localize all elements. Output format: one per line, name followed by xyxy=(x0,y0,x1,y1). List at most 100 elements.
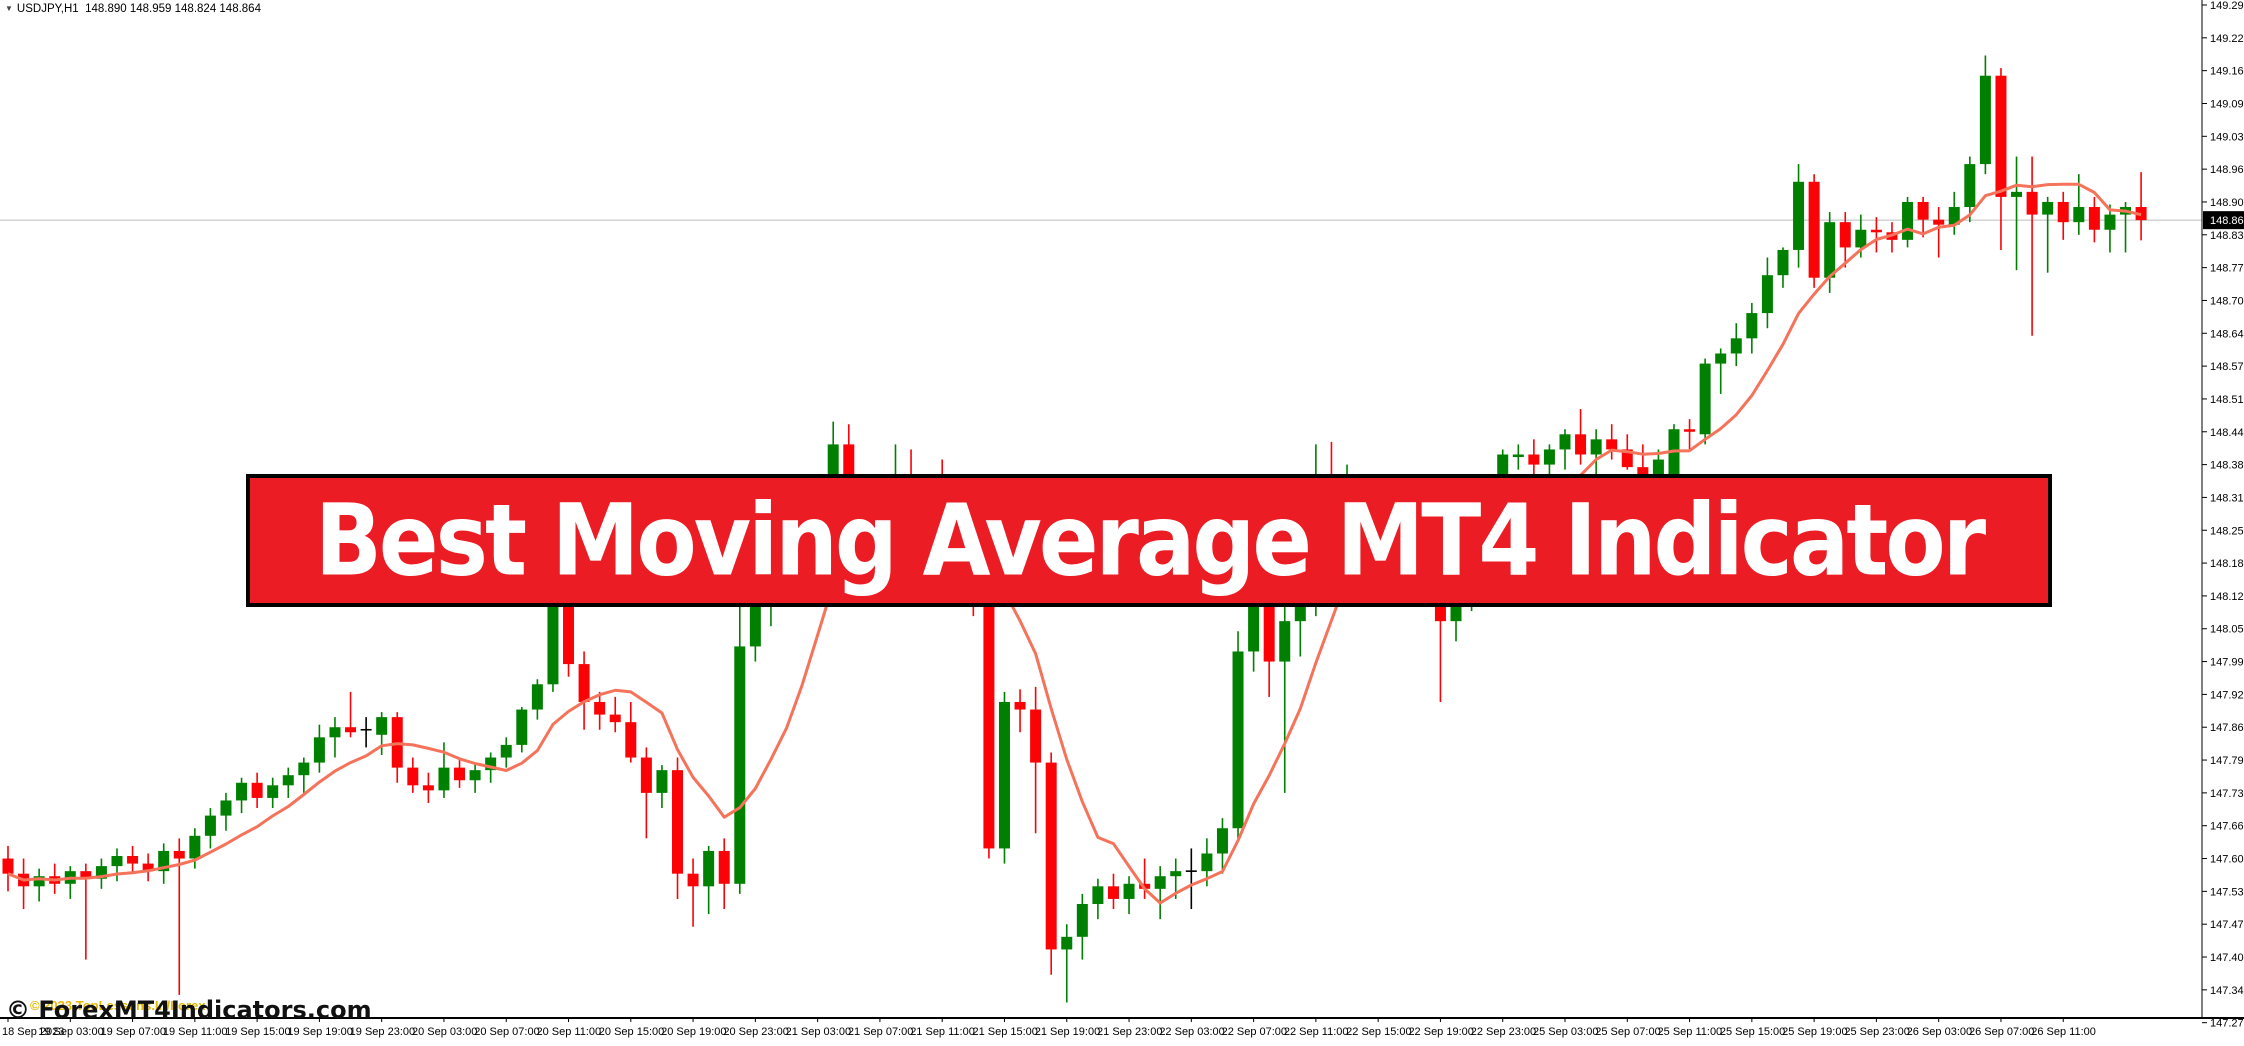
watermark-toplessons: © 2023 TopLessons.In/Forex xyxy=(30,998,206,1013)
price-axis-label: 148.055 xyxy=(2210,624,2244,636)
candle-body xyxy=(1652,459,1664,475)
candle-body xyxy=(1232,651,1244,829)
candle-body xyxy=(578,664,590,702)
time-axis-label: 22 Sep 07:00 xyxy=(1222,1026,1287,1038)
candle-body xyxy=(1170,871,1182,877)
candle-body xyxy=(345,727,357,733)
candle-body xyxy=(1528,454,1540,465)
candle-body xyxy=(438,767,450,791)
candle-body xyxy=(111,856,123,867)
candle-body xyxy=(376,717,388,735)
candle-body xyxy=(500,744,512,758)
time-axis-label: 22 Sep 11:00 xyxy=(1284,1026,1349,1038)
candle-body xyxy=(1045,762,1057,950)
candle-body xyxy=(1154,876,1166,889)
candle-body xyxy=(703,850,715,887)
price-axis-label: 149.030 xyxy=(2210,131,2244,143)
time-axis-label: 26 Sep 11:00 xyxy=(2031,1026,2096,1038)
candle-body xyxy=(33,876,45,887)
candle-body xyxy=(173,850,185,859)
candle-body xyxy=(2042,201,2054,215)
candle-body xyxy=(485,757,497,771)
candle-body xyxy=(672,770,684,874)
triangle-down-icon[interactable]: ▼ xyxy=(5,4,13,13)
candle-body xyxy=(204,815,216,836)
candle-body xyxy=(298,762,310,776)
candle-body xyxy=(407,767,419,786)
time-axis-label: 19 Sep 15:00 xyxy=(225,1026,290,1038)
time-axis-label: 21 Sep 23:00 xyxy=(1097,1026,1162,1038)
candle-body xyxy=(1902,201,1914,240)
candle-body xyxy=(827,444,839,485)
candle-body xyxy=(1870,229,1882,233)
candle-body xyxy=(2057,201,2069,223)
candle-body xyxy=(329,727,341,738)
candle-body xyxy=(1637,467,1649,475)
price-axis-label: 147.925 xyxy=(2210,689,2244,701)
candle-body xyxy=(749,603,761,647)
candle-body xyxy=(998,701,1010,849)
candle-body xyxy=(1263,590,1275,662)
candle-body xyxy=(1715,353,1727,364)
candle-body xyxy=(95,866,107,879)
time-axis-label: 25 Sep 11:00 xyxy=(1658,1026,1723,1038)
time-axis-label: 21 Sep 11:00 xyxy=(910,1026,975,1038)
candle-body xyxy=(1061,936,1073,950)
symbol-name: USDJPY,H1 xyxy=(16,3,79,15)
candle-body xyxy=(158,850,170,872)
watermark-forexmt4indicators: © ForexMT4Indicators.com xyxy=(6,996,372,1024)
candle-body xyxy=(1201,853,1213,872)
candle-body xyxy=(1543,449,1555,465)
price-axis-label: 147.600 xyxy=(2210,854,2244,866)
candle-body xyxy=(80,871,92,879)
candle-body xyxy=(1092,886,1104,904)
candle-body xyxy=(1824,222,1836,278)
price-axis-label: 147.470 xyxy=(2210,919,2244,931)
price-axis-label: 148.965 xyxy=(2210,164,2244,176)
candle-body xyxy=(1979,75,1991,165)
time-axis-label: 22 Sep 15:00 xyxy=(1346,1026,1411,1038)
time-axis-label: 26 Sep 03:00 xyxy=(1907,1026,1972,1038)
candle-body xyxy=(609,714,621,723)
time-axis-label: 19 Sep 19:00 xyxy=(287,1026,352,1038)
candle-body xyxy=(734,646,746,884)
candle-body xyxy=(469,770,481,781)
candle-body xyxy=(127,856,139,864)
time-axis-label: 19 Sep 03:00 xyxy=(38,1026,103,1038)
candle-body xyxy=(1933,219,1945,225)
time-axis-label: 19 Sep 07:00 xyxy=(101,1026,166,1038)
time-axis-label: 25 Sep 07:00 xyxy=(1595,1026,1660,1038)
price-axis-label: 148.900 xyxy=(2210,197,2244,209)
candle-body xyxy=(1621,449,1633,468)
price-axis-label: 147.275 xyxy=(2210,1018,2244,1030)
candle-body xyxy=(1793,181,1805,250)
candle-body xyxy=(189,835,201,859)
ohlc-values: 148.890 148.959 148.824 148.864 xyxy=(85,3,261,15)
candle-body xyxy=(1855,229,1867,248)
price-axis-label: 147.795 xyxy=(2210,755,2244,767)
candle-body xyxy=(1839,222,1851,248)
price-axis-label: 148.380 xyxy=(2210,460,2244,472)
candle-body xyxy=(843,444,855,490)
candle-body xyxy=(1730,338,1742,354)
candle-body xyxy=(1995,75,2007,197)
candle-body xyxy=(1948,207,1960,225)
price-axis-label: 148.705 xyxy=(2210,295,2244,307)
price-axis-label: 148.315 xyxy=(2210,492,2244,504)
time-axis-label: 25 Sep 03:00 xyxy=(1533,1026,1598,1038)
candle-body xyxy=(1107,886,1119,899)
candle-body xyxy=(2073,207,2085,223)
candle-body xyxy=(220,800,232,816)
time-axis-label: 19 Sep 23:00 xyxy=(350,1026,415,1038)
candle-body xyxy=(594,701,606,715)
candle-body xyxy=(1030,709,1042,763)
time-axis-label: 18 Sep 2023 xyxy=(2,1026,64,1038)
candle-body xyxy=(531,684,543,710)
candle-body xyxy=(625,722,637,758)
price-axis-label: 148.770 xyxy=(2210,263,2244,275)
time-axis-label: 25 Sep 23:00 xyxy=(1844,1026,1909,1038)
candle-body xyxy=(267,785,279,798)
time-axis-label: 21 Sep 07:00 xyxy=(848,1026,913,1038)
candle-body xyxy=(422,785,434,791)
